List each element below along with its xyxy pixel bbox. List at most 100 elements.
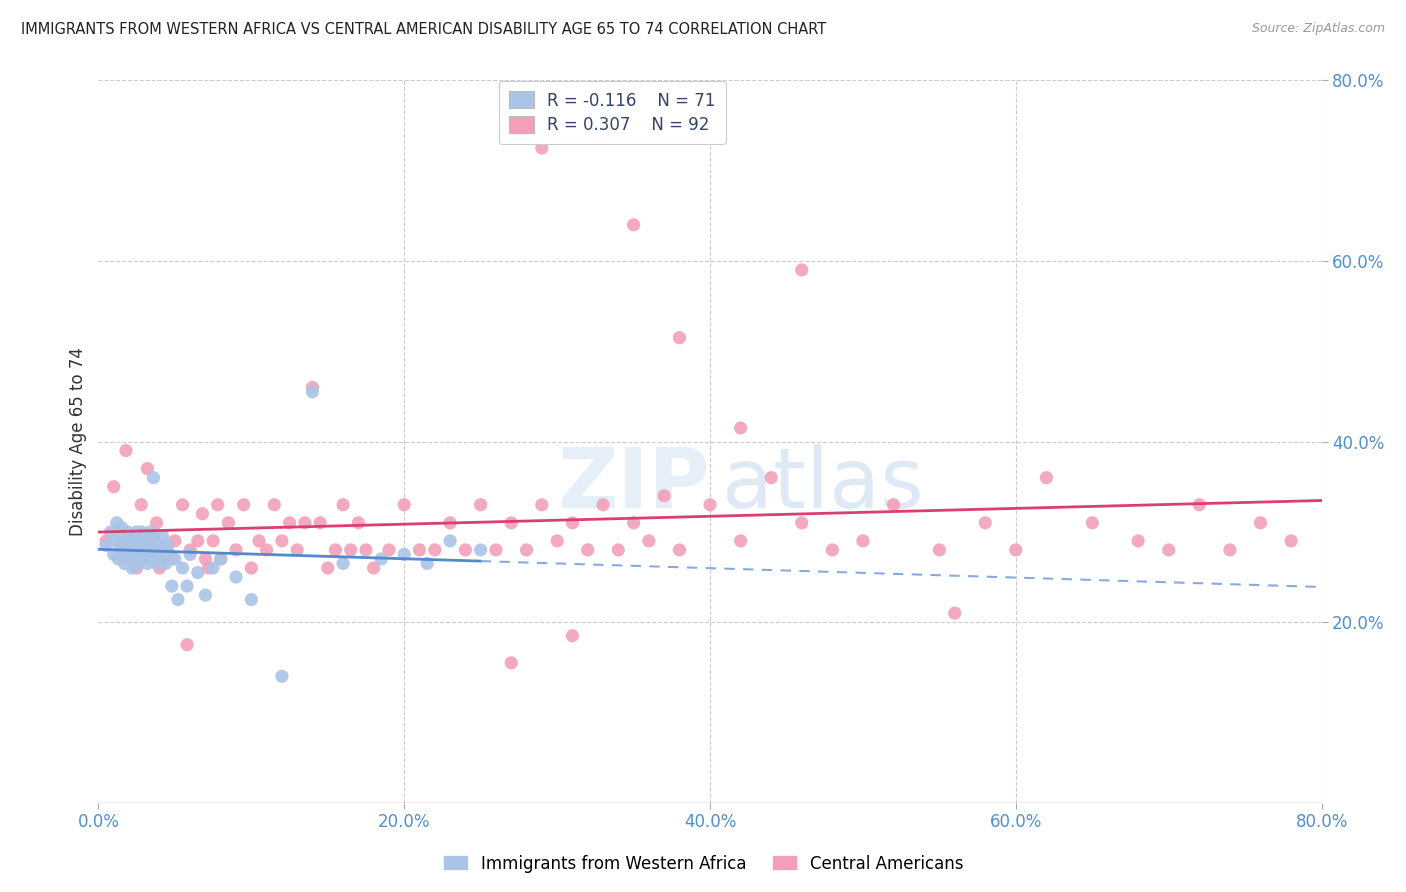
Point <box>730 421 752 435</box>
Point <box>156 542 179 557</box>
Point <box>730 533 752 548</box>
Point <box>516 542 538 557</box>
Point <box>103 480 125 494</box>
Point <box>121 542 143 557</box>
Text: Source: ZipAtlas.com: Source: ZipAtlas.com <box>1251 22 1385 36</box>
Point <box>378 542 401 557</box>
Point <box>149 561 172 575</box>
Point <box>108 538 131 552</box>
Point <box>115 548 138 562</box>
Point <box>247 533 270 548</box>
Point <box>325 542 347 557</box>
Point <box>150 552 173 566</box>
Point <box>105 516 128 530</box>
Point <box>392 498 416 512</box>
Point <box>332 557 354 571</box>
Point <box>163 552 186 566</box>
Point <box>1035 471 1057 485</box>
Point <box>139 538 162 552</box>
Point <box>129 548 152 562</box>
Legend: Immigrants from Western Africa, Central Americans: Immigrants from Western Africa, Central … <box>436 848 970 880</box>
Point <box>129 524 152 539</box>
Point <box>125 552 148 566</box>
Point <box>1249 516 1271 530</box>
Point <box>125 561 148 575</box>
Point <box>111 542 134 557</box>
Point <box>354 542 377 557</box>
Legend: R = -0.116    N = 71, R = 0.307    N = 92: R = -0.116 N = 71, R = 0.307 N = 92 <box>499 81 725 145</box>
Point <box>136 461 159 475</box>
Point <box>134 552 156 566</box>
Point <box>136 557 159 571</box>
Point <box>439 533 461 548</box>
Point <box>852 533 875 548</box>
Point <box>118 538 141 552</box>
Point <box>145 516 167 530</box>
Point <box>103 548 125 562</box>
Point <box>191 507 214 521</box>
Point <box>152 529 174 543</box>
Point <box>316 561 339 575</box>
Point <box>270 669 292 683</box>
Point <box>270 533 292 548</box>
Point <box>530 498 553 512</box>
Point <box>129 498 152 512</box>
Point <box>202 561 225 575</box>
Point <box>127 542 149 557</box>
Point <box>124 529 146 543</box>
Point <box>194 588 217 602</box>
Point <box>115 533 138 548</box>
Point <box>167 592 190 607</box>
Point <box>408 542 430 557</box>
Point <box>232 498 254 512</box>
Point <box>176 579 198 593</box>
Point <box>152 552 174 566</box>
Point <box>127 557 149 571</box>
Point <box>153 542 176 557</box>
Point <box>592 498 614 512</box>
Point <box>197 561 219 575</box>
Text: ZIP: ZIP <box>558 444 710 525</box>
Point <box>160 552 183 566</box>
Point <box>124 538 146 552</box>
Point <box>256 542 278 557</box>
Point <box>194 552 217 566</box>
Point <box>790 516 813 530</box>
Point <box>172 561 194 575</box>
Point <box>207 498 229 512</box>
Point <box>209 552 232 566</box>
Point <box>623 516 645 530</box>
Point <box>121 542 143 557</box>
Point <box>125 524 148 539</box>
Point <box>134 529 156 543</box>
Point <box>132 538 155 552</box>
Point <box>332 498 354 512</box>
Point <box>142 529 165 543</box>
Point <box>623 218 645 232</box>
Point <box>561 516 583 530</box>
Text: IMMIGRANTS FROM WESTERN AFRICA VS CENTRAL AMERICAN DISABILITY AGE 65 TO 74 CORRE: IMMIGRANTS FROM WESTERN AFRICA VS CENTRA… <box>21 22 827 37</box>
Point <box>110 520 132 534</box>
Point <box>217 516 239 530</box>
Point <box>94 533 117 548</box>
Point <box>156 538 179 552</box>
Point <box>501 656 523 670</box>
Point <box>470 498 492 512</box>
Point <box>790 263 813 277</box>
Point <box>637 533 661 548</box>
Point <box>179 548 201 562</box>
Point <box>121 561 143 575</box>
Point <box>172 498 194 512</box>
Point <box>416 557 439 571</box>
Point <box>176 638 198 652</box>
Point <box>225 570 247 584</box>
Point <box>112 557 135 571</box>
Point <box>759 471 782 485</box>
Point <box>110 542 132 557</box>
Point <box>309 516 332 530</box>
Point <box>187 566 209 580</box>
Point <box>149 538 172 552</box>
Point <box>285 542 308 557</box>
Point <box>118 552 141 566</box>
Point <box>157 548 180 562</box>
